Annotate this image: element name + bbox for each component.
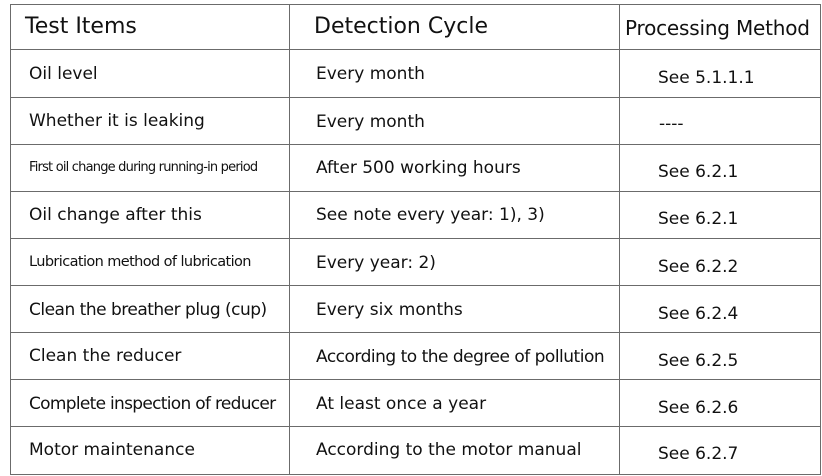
table-cell-processing-method: See 6.2.7	[658, 444, 739, 464]
table-cell-detection-cycle: According to the degree of pollution	[316, 347, 605, 367]
table-cell-processing-method: See 6.2.5	[658, 351, 739, 371]
table-border-left	[10, 4, 11, 475]
header-processing-method: Processing Method	[625, 16, 810, 40]
table-cell-detection-cycle: Every month	[316, 112, 425, 132]
table-cell-detection-cycle: After 500 working hours	[316, 158, 521, 178]
table-cell-detection-cycle: Every six months	[316, 300, 463, 320]
table-cell-processing-method: See 6.2.4	[658, 304, 739, 324]
row-divider	[10, 332, 820, 333]
row-divider	[10, 426, 820, 427]
table-cell-detection-cycle: At least once a year	[316, 394, 487, 414]
table-cell-detection-cycle: Every year: 2)	[316, 253, 436, 273]
table-cell-processing-method: ----	[659, 114, 684, 134]
table-cell-processing-method: See 6.2.6	[658, 398, 739, 418]
table-cell-detection-cycle: According to the motor manual	[316, 440, 582, 460]
table-cell-test-item: First oil change during running-in perio…	[29, 160, 258, 175]
table-cell-test-item: Lubrication method of lubrication	[29, 254, 251, 270]
row-divider	[10, 379, 820, 380]
table-cell-test-item: Oil change after this	[29, 205, 202, 225]
column-divider	[619, 4, 620, 475]
table-cell-test-item: Whether it is leaking	[29, 111, 205, 131]
table-border-right	[820, 4, 821, 475]
row-divider	[10, 144, 820, 145]
column-divider	[289, 4, 290, 475]
table-cell-test-item: Clean the breather plug (cup)	[29, 300, 267, 320]
table-cell-processing-method: See 6.2.1	[658, 209, 739, 229]
row-divider	[10, 191, 820, 192]
table-cell-test-item: Complete inspection of reducer	[29, 394, 276, 414]
table-cell-processing-method: See 6.2.2	[658, 257, 739, 277]
row-divider	[10, 238, 820, 239]
row-divider	[10, 97, 820, 98]
table-cell-test-item: Motor maintenance	[29, 440, 195, 460]
table-cell-test-item: Oil level	[29, 64, 98, 84]
table-cell-test-item: Clean the reducer	[29, 346, 182, 366]
table-cell-detection-cycle: See note every year: 1), 3)	[316, 205, 545, 225]
header-test-items: Test Items	[25, 14, 137, 39]
header-divider	[10, 49, 820, 50]
table-cell-processing-method: See 5.1.1.1	[658, 68, 755, 88]
table-cell-processing-method: See 6.2.1	[658, 162, 739, 182]
table-border-top	[10, 4, 820, 5]
row-divider	[10, 285, 820, 286]
header-detection-cycle: Detection Cycle	[314, 14, 488, 39]
table-border-bottom	[10, 474, 820, 475]
table-cell-detection-cycle: Every month	[316, 64, 425, 84]
